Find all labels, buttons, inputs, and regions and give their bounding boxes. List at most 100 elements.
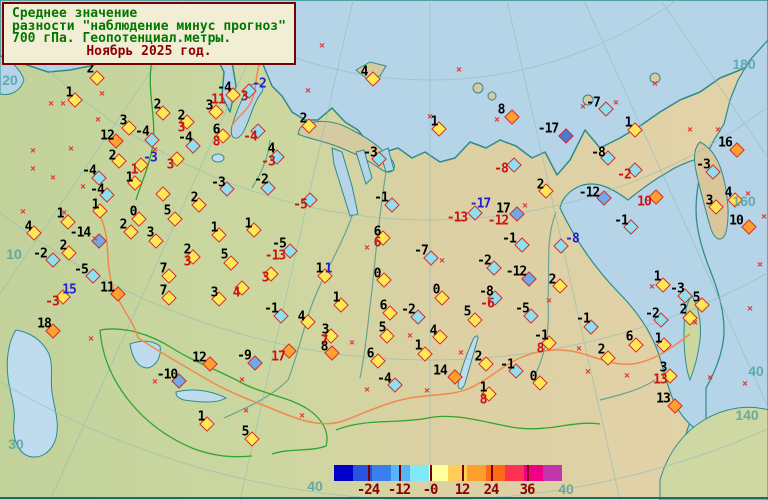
- station-value-label: 2: [153, 97, 162, 113]
- station-value-label: 3: [659, 360, 668, 376]
- station-red-label: 3: [166, 157, 175, 173]
- station-value-label: 1: [91, 197, 100, 213]
- station-value-label: 1: [624, 115, 633, 131]
- graticule-label: 10: [6, 246, 22, 262]
- station-value-label: -2: [645, 306, 660, 322]
- station-value-label: -12: [505, 264, 528, 280]
- station-value-label: 18: [37, 316, 52, 332]
- legend-cell: [429, 465, 448, 481]
- station-value-label: -1: [614, 213, 629, 229]
- red-cross-marker: ×: [59, 98, 67, 110]
- station-value-label: 2: [548, 272, 557, 288]
- station-value-label: 3: [210, 285, 219, 301]
- station-value-label: -14: [69, 225, 92, 241]
- station-blue-label: 15: [62, 282, 77, 298]
- legend-tick-label: -0: [422, 482, 439, 498]
- station-diamond-orange: [504, 109, 520, 125]
- legend-cell: [486, 465, 505, 481]
- station-value-label: -1: [374, 190, 389, 206]
- red-cross-marker: ×: [457, 347, 465, 359]
- station-blue-label: -2: [252, 76, 267, 92]
- red-cross-marker: ×: [706, 372, 714, 384]
- station-value-label: 1: [125, 170, 134, 186]
- station-value-label: 3: [321, 322, 330, 338]
- station-blue-label: -8: [565, 231, 580, 247]
- station-value-label: 1: [479, 380, 488, 396]
- red-cross-marker: ×: [426, 111, 434, 123]
- red-cross-marker: ×: [455, 64, 463, 76]
- station-value-label: 1: [332, 290, 341, 306]
- station-value-label: 8: [497, 102, 506, 118]
- red-cross-marker: ×: [584, 366, 592, 378]
- station-red-label: -2: [617, 167, 632, 183]
- legend-cell: [505, 465, 524, 481]
- red-cross-marker: ×: [612, 97, 620, 109]
- legend-tick: [527, 465, 529, 481]
- red-cross-marker: ×: [29, 163, 37, 175]
- red-cross-marker: ×: [60, 207, 68, 219]
- station-value-label: 2: [177, 108, 186, 124]
- red-cross-marker: ×: [438, 255, 446, 267]
- station-value-label: 6: [212, 122, 221, 138]
- station-value-label: 16: [718, 135, 733, 151]
- station-value-label: -5: [272, 236, 287, 252]
- station-red-label: 17: [271, 349, 286, 365]
- red-cross-marker: ×: [493, 114, 501, 126]
- station-value-label: 10: [729, 213, 744, 229]
- station-value-label: -2: [477, 253, 492, 269]
- red-cross-marker: ×: [91, 233, 99, 245]
- legend-color-bar: [334, 465, 562, 481]
- legend-tick-label: 24: [483, 482, 500, 498]
- red-cross-marker: ×: [744, 188, 752, 200]
- red-cross-marker: ×: [623, 370, 631, 382]
- station-value-label: 2: [119, 217, 128, 233]
- station-red-label: 7: [320, 333, 329, 349]
- legend-cell: [543, 465, 562, 481]
- station-value-label: 1: [653, 269, 662, 285]
- legend-cell: [410, 465, 429, 481]
- station-value-label: 13: [656, 391, 671, 407]
- station-value-label: -4: [82, 163, 97, 179]
- station-value-label: -1: [500, 357, 515, 373]
- station-value-label: 8: [320, 339, 329, 355]
- station-value-label: 1: [56, 206, 65, 222]
- station-red-label: 1: [130, 162, 139, 178]
- station-value-label: -1: [502, 231, 517, 247]
- station-red-label: -6: [480, 296, 495, 312]
- station-value-label: -10: [156, 367, 179, 383]
- graticule-label: 180: [732, 56, 756, 72]
- station-value-label: 17: [496, 201, 511, 217]
- station-value-label: -1: [264, 301, 279, 317]
- station-red-label: 3: [240, 89, 249, 105]
- red-cross-marker: ×: [151, 144, 159, 156]
- graticule-label: 40: [558, 481, 574, 497]
- station-value-label: -8: [591, 145, 606, 161]
- red-cross-marker: ×: [741, 378, 749, 390]
- station-value-label: 5: [463, 304, 472, 320]
- station-red-label: 3: [177, 120, 186, 136]
- legend-tick: [491, 465, 493, 481]
- red-cross-marker: ×: [79, 181, 87, 193]
- legend-cell: [353, 465, 372, 481]
- station-value-label: -4: [217, 80, 232, 96]
- title-line-2: разности "наблюдение минус прогноз": [12, 18, 286, 34]
- station-value-label: -1: [534, 328, 549, 344]
- station-value-label: 4: [724, 185, 733, 201]
- station-red-label: 6: [373, 235, 382, 251]
- station-value-label: -2: [401, 302, 416, 318]
- station-value-label: 1: [197, 409, 206, 425]
- station-value-label: 2: [299, 111, 308, 127]
- station-value-label: 4: [24, 219, 33, 235]
- okhotsk-sea: [559, 155, 725, 435]
- station-red-label: -4: [243, 129, 258, 145]
- title-box: Среднее значение разности "наблюдение ми…: [2, 2, 296, 65]
- station-red-label: 13: [653, 372, 668, 388]
- red-cross-marker: ×: [756, 259, 764, 271]
- station-value-label: 2: [536, 177, 545, 193]
- red-cross-marker: ×: [648, 281, 656, 293]
- station-red-label: 4: [232, 285, 241, 301]
- red-cross-marker: ×: [760, 211, 768, 223]
- station-value-label: -3: [211, 175, 226, 191]
- station-value-label: 0: [129, 204, 138, 220]
